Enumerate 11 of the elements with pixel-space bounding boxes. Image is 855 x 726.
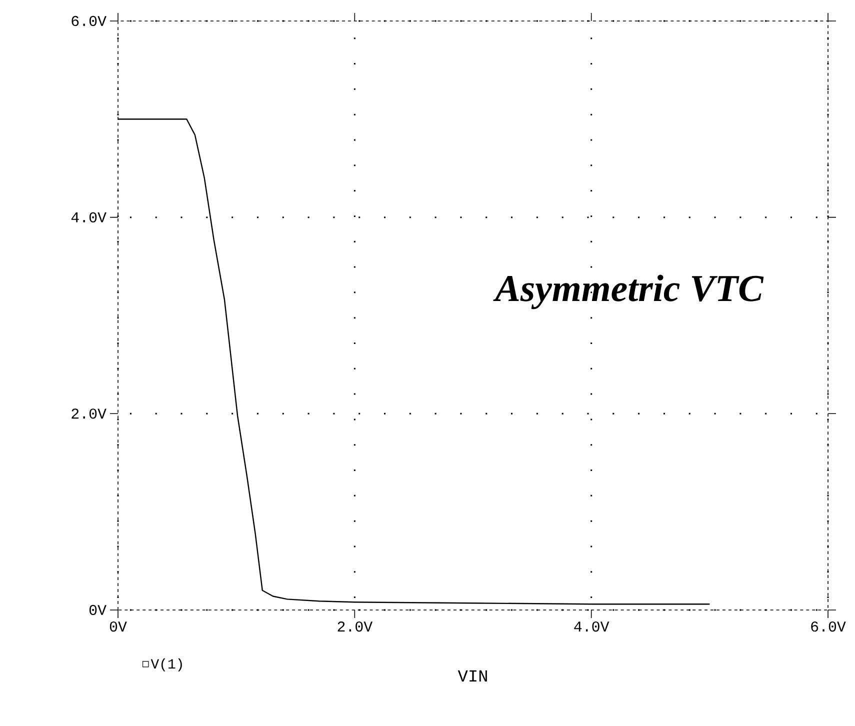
y-tick-label: 6.0V bbox=[72, 16, 106, 26]
y-tick-label: 0V bbox=[89, 604, 106, 616]
x-axis-title: VIN bbox=[458, 670, 487, 682]
annotation: Asymmetric VTC bbox=[493, 274, 764, 310]
x-tick-label: 4.0V bbox=[574, 621, 610, 632]
x-tick-label: 0V bbox=[110, 621, 127, 632]
y-tick-label: 4.0V bbox=[71, 212, 106, 222]
legend-label: V(1) bbox=[150, 658, 182, 672]
x-tick-label: 2.0V bbox=[338, 621, 373, 632]
y-tick-label: 2.0V bbox=[72, 408, 106, 419]
x-tick-label: 6.0V bbox=[811, 621, 846, 632]
